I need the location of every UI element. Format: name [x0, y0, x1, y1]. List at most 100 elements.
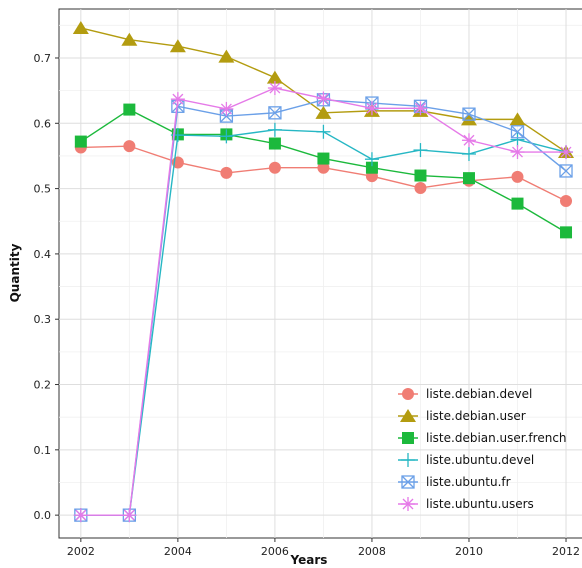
- data-point: [461, 146, 476, 161]
- marker-stroke: [462, 107, 476, 121]
- legend-item: liste.debian.devel: [398, 387, 532, 401]
- y-tick-label: 0.5: [34, 183, 52, 196]
- legend-item: liste.ubuntu.fr: [398, 475, 511, 489]
- x-tick-label: 2010: [455, 545, 483, 558]
- data-point: [462, 172, 475, 185]
- y-tick-label: 0.1: [34, 444, 52, 457]
- series-liste-ubuntu-users: [73, 81, 574, 523]
- y-tick-label: 0.4: [34, 248, 52, 261]
- data-point: [560, 226, 573, 239]
- data-point: [267, 122, 282, 137]
- data-point: [462, 107, 476, 121]
- y-tick-label: 0.3: [34, 313, 52, 326]
- data-point: [460, 112, 477, 126]
- data-point: [317, 161, 330, 174]
- grid-lines: [59, 9, 582, 538]
- x-tick-label: 2004: [164, 545, 192, 558]
- marker-stroke: [317, 93, 329, 104]
- data-point: [315, 105, 332, 119]
- marker-stroke: [401, 475, 415, 489]
- legend-label: liste.ubuntu.users: [426, 497, 534, 511]
- data-point: [413, 101, 428, 116]
- x-tick-label: 2002: [67, 545, 95, 558]
- x-tick-label: 2006: [261, 545, 289, 558]
- marker-stroke: [268, 106, 282, 120]
- series-liste-debian-user-french: [74, 103, 573, 239]
- legend-marker: [402, 388, 414, 400]
- data-point: [122, 508, 137, 523]
- data-point: [121, 32, 138, 46]
- marker-stroke: [462, 107, 476, 121]
- marker-stroke: [123, 509, 135, 521]
- data-point: [170, 92, 185, 107]
- data-point: [266, 70, 283, 84]
- legend-item: liste.debian.user.french: [398, 431, 567, 445]
- data-point: [511, 197, 524, 210]
- marker-stroke: [220, 103, 232, 115]
- legend-label: liste.ubuntu.fr: [426, 475, 511, 489]
- data-point: [219, 129, 234, 144]
- data-point: [413, 143, 428, 158]
- marker-stroke: [366, 102, 378, 114]
- data-point: [219, 101, 234, 116]
- legend-label: liste.ubuntu.devel: [426, 453, 534, 467]
- legend-marker: [402, 432, 414, 444]
- marker-stroke: [559, 164, 573, 178]
- y-axis-title: Quantity: [8, 243, 22, 302]
- data-point: [365, 161, 378, 174]
- data-point: [316, 91, 331, 106]
- series-group: [72, 20, 575, 523]
- legend: liste.debian.devel liste.debian.user liste…: [398, 387, 567, 511]
- data-point: [510, 125, 525, 139]
- y-tick-label: 0.6: [34, 117, 52, 130]
- data-point: [268, 161, 281, 174]
- data-point: [364, 101, 379, 116]
- marker-stroke: [268, 106, 282, 120]
- data-point: [169, 39, 186, 53]
- marker-stroke: [512, 146, 523, 158]
- data-point: [316, 124, 331, 139]
- legend-item: liste.debian.user: [398, 409, 526, 423]
- marker-stroke: [269, 82, 281, 94]
- data-point: [268, 137, 281, 150]
- data-point: [123, 140, 136, 153]
- data-point: [559, 145, 574, 160]
- legend-label: liste.debian.devel: [426, 387, 532, 401]
- y-tick-label: 0.0: [34, 509, 52, 522]
- legend-item: liste.ubuntu.users: [398, 497, 534, 511]
- y-tick-label: 0.7: [34, 52, 52, 65]
- data-point: [559, 164, 573, 178]
- data-point: [414, 169, 427, 182]
- x-axis-title: Years: [290, 553, 328, 567]
- data-point: [414, 181, 427, 194]
- data-point: [364, 152, 379, 167]
- data-point: [220, 166, 233, 179]
- data-point: [74, 135, 87, 148]
- legend-marker: [400, 409, 416, 422]
- data-point: [560, 195, 573, 208]
- data-point: [510, 132, 525, 147]
- data-point: [73, 508, 88, 523]
- data-point: [267, 81, 282, 96]
- marker-stroke: [463, 134, 475, 146]
- y-tick-label: 0.2: [34, 379, 52, 392]
- legend-marker: [401, 497, 415, 511]
- legend-marker: [401, 453, 415, 467]
- x-tick-label: 2008: [358, 545, 386, 558]
- data-point: [461, 133, 476, 148]
- legend-marker: [401, 475, 415, 489]
- marker-stroke: [415, 102, 426, 114]
- marker-stroke: [560, 146, 572, 158]
- data-point: [510, 145, 525, 160]
- marker-stroke: [401, 475, 415, 489]
- data-point: [123, 103, 136, 116]
- marker-stroke: [75, 509, 87, 521]
- data-point: [218, 49, 235, 63]
- axes: 0.0 0.1 0.2 0.3 0.4 0.5 0.6 0.7 2002 2004 2006 2008…: [34, 52, 581, 558]
- data-point: [509, 112, 526, 126]
- marker-stroke: [511, 125, 524, 139]
- marker-stroke: [402, 498, 414, 510]
- data-point: [511, 170, 524, 183]
- data-point: [268, 106, 282, 120]
